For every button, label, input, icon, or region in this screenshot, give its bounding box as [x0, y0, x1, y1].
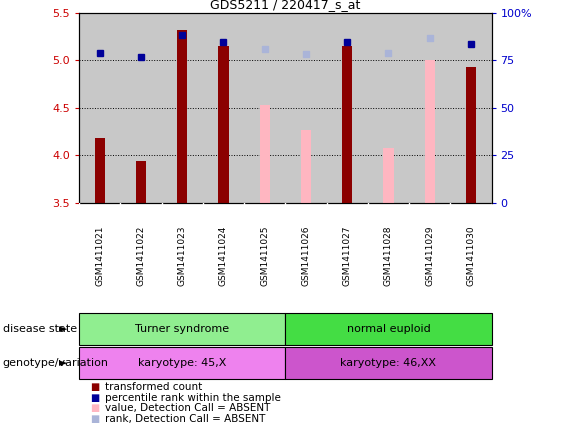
Text: ■: ■ — [90, 382, 99, 392]
Bar — [368, 13, 409, 203]
Bar — [327, 13, 368, 203]
Bar — [79, 13, 120, 203]
Bar — [342, 46, 353, 203]
Bar — [244, 13, 285, 203]
Text: ■: ■ — [90, 414, 99, 423]
Text: ■: ■ — [90, 393, 99, 403]
Text: rank, Detection Call = ABSENT: rank, Detection Call = ABSENT — [105, 414, 265, 423]
Bar — [79, 313, 285, 345]
Bar — [383, 148, 394, 203]
Bar — [120, 13, 162, 203]
Text: percentile rank within the sample: percentile rank within the sample — [105, 393, 280, 403]
Title: GDS5211 / 220417_s_at: GDS5211 / 220417_s_at — [210, 0, 360, 11]
Text: normal euploid: normal euploid — [346, 324, 431, 334]
Text: GSM1411029: GSM1411029 — [425, 225, 434, 286]
Text: karyotype: 45,X: karyotype: 45,X — [138, 358, 227, 368]
Text: GSM1411024: GSM1411024 — [219, 226, 228, 286]
Text: value, Detection Call = ABSENT: value, Detection Call = ABSENT — [105, 403, 270, 413]
Text: GSM1411021: GSM1411021 — [95, 225, 104, 286]
Text: GSM1411025: GSM1411025 — [260, 225, 269, 286]
Bar — [450, 13, 492, 203]
Text: karyotype: 46,XX: karyotype: 46,XX — [341, 358, 436, 368]
Text: disease state: disease state — [3, 324, 77, 334]
Text: Turner syndrome: Turner syndrome — [135, 324, 229, 334]
Bar — [409, 13, 450, 203]
Bar — [136, 161, 146, 203]
Bar — [424, 60, 435, 203]
Text: GSM1411026: GSM1411026 — [302, 225, 310, 286]
Text: GSM1411022: GSM1411022 — [137, 226, 145, 286]
Bar — [218, 46, 229, 203]
Bar — [79, 347, 285, 379]
Bar — [285, 347, 492, 379]
Text: ■: ■ — [90, 403, 99, 413]
Text: genotype/variation: genotype/variation — [3, 358, 109, 368]
Text: GSM1411027: GSM1411027 — [343, 225, 351, 286]
Text: ►: ► — [59, 324, 68, 334]
Text: GSM1411023: GSM1411023 — [178, 225, 186, 286]
Bar — [203, 13, 244, 203]
Text: GSM1411028: GSM1411028 — [384, 225, 393, 286]
Text: ►: ► — [59, 358, 68, 368]
Bar — [285, 313, 492, 345]
Text: transformed count: transformed count — [105, 382, 202, 392]
Bar — [177, 30, 188, 203]
Bar — [94, 138, 105, 203]
Bar — [162, 13, 203, 203]
Bar — [285, 13, 327, 203]
Bar — [466, 67, 476, 203]
Bar — [301, 130, 311, 203]
Bar — [259, 105, 270, 203]
Text: GSM1411030: GSM1411030 — [467, 225, 475, 286]
